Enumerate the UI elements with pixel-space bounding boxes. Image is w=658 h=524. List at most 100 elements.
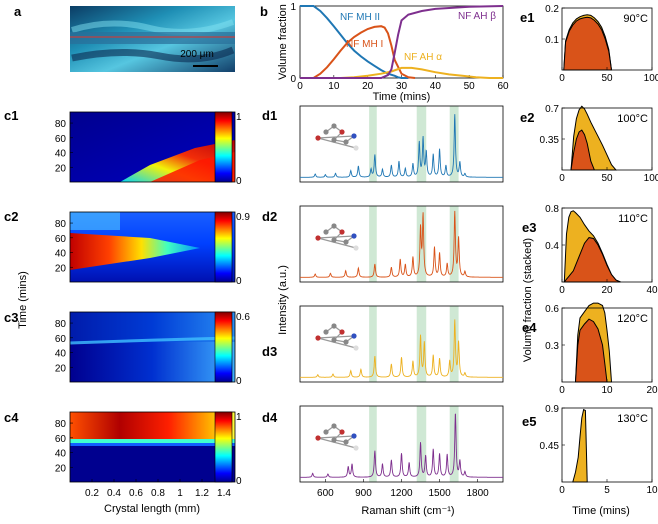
x-tick-label-d: 600 [317,488,334,499]
spectrum-frame [299,305,504,383]
x-axis-label-b: Time (mins) [373,91,431,103]
x-tick-label-b: 0 [297,81,303,92]
y-tick-label-c: 20 [55,363,67,374]
series-label-2: NF AH α [404,52,442,63]
d-xlabel: Raman shift (cm⁻¹) [361,505,454,517]
atom [315,335,321,341]
panel-label-e3: e3 [522,220,536,235]
spectrum-d3 [300,319,503,378]
highlight-band [369,106,377,182]
panel-label-c1: c1 [4,108,18,123]
series-line-2 [300,66,503,79]
highlight-band [416,406,427,482]
d-ylabel: Intensity (a.u.) [277,265,289,335]
y-tick-label-e: 0.45 [540,441,560,452]
c-xlabel: Crystal length (mm) [104,503,200,515]
colorbar-min-label: 0 [236,376,242,387]
y-tick-label-e: 0.1 [545,35,559,46]
x-tick-label-e: 0 [559,285,565,296]
bond [317,437,357,449]
x-tick-label-b: 30 [396,81,408,92]
atom [323,229,329,235]
atom [339,129,345,135]
spectrum-d2 [300,210,503,278]
y-tick-label-c: 80 [55,219,67,230]
atom [339,429,345,435]
molecule-icon [315,423,359,451]
colorbar-c1 [214,111,233,183]
series-line-1 [300,25,416,79]
panel-label-d3: d3 [262,344,277,359]
atom [315,435,321,441]
bond [317,335,355,339]
y-tick-label-c: 80 [55,319,67,330]
atom [331,437,337,443]
highlight-band [369,406,377,482]
colorbar-max-label: 0.6 [236,312,250,323]
panel-label-d2: d2 [262,209,277,224]
atom [353,345,359,351]
series-label-1: NF MH I [346,39,383,50]
e-xlabel: Time (mins) [572,505,630,517]
scale-bar-label: 200 μm [180,49,214,60]
highlight-band [416,106,427,182]
y-tick-label-c: 60 [55,434,67,445]
area-lower-e1 [563,16,613,71]
molecule-icon [315,323,359,351]
atom [315,135,321,141]
atom [331,337,337,343]
x-tick-label-e: 0 [559,73,565,84]
y-tick-label-e: 0.6 [545,304,559,315]
y-axis-label-b: Volume fraction [277,4,289,80]
y-tick-label-c: 20 [55,163,67,174]
heatmap-c3 [69,311,236,383]
x-tick-label-d: 900 [355,488,372,499]
series-line-3 [300,5,504,79]
temperature-label-e3: 110°C [618,213,648,225]
x-tick-label-c: 0.6 [129,488,143,499]
x-tick-label-d: 1200 [390,488,413,499]
y-tick-label-c: 80 [55,419,67,430]
x-tick-label-e: 50 [601,173,613,184]
highlight-band [369,306,377,382]
y-tick-label-e: 0.35 [540,135,560,146]
y-tick-label-c: 20 [55,263,67,274]
atom [323,129,329,135]
area-upper-e5 [572,408,588,483]
atom [353,245,359,251]
atom [343,439,349,445]
c-ylabel: Time (mins) [17,271,29,329]
heatmap-c2 [69,211,236,283]
panel-label-d4: d4 [262,410,278,425]
x-tick-label-b: 20 [362,81,374,92]
panel-label-e2: e2 [520,110,534,125]
atom [343,339,349,345]
panel-label-c4: c4 [4,410,19,425]
bond [317,137,357,149]
atom [331,223,337,229]
panel-label-a: a [14,4,22,19]
x-tick-label-c: 1.2 [195,488,209,499]
colorbar-c4 [214,411,233,483]
heatmap-axes: 20 40 60 80 20 40 60 80 20 40 60 80 20 40 60 80 0.2 0.4 0.… [55,119,232,499]
series-line-0 [300,5,409,79]
x-tick-label-e: 0 [559,385,565,396]
colorbar-min-label: 0 [236,176,242,187]
y-tick-label-c: 40 [55,449,67,460]
microscope-image: 200 μm [70,6,235,72]
x-tick-label-e: 50 [601,73,613,84]
colorbar-max-label: 0.9 [236,212,250,223]
x-tick-label-d: 1800 [467,488,490,499]
heatmap-c4 [69,411,236,483]
x-tick-label-e: 10 [646,485,658,496]
y-tick-label-c: 60 [55,334,67,345]
bond [317,237,357,249]
bond [317,235,355,239]
area-lower-e3 [563,237,621,283]
panel-label-c2: c2 [4,209,18,224]
y-tick-label-c: 40 [55,249,67,260]
x-tick-label-e: 100 [644,73,658,84]
x-tick-label-e: 10 [601,385,613,396]
